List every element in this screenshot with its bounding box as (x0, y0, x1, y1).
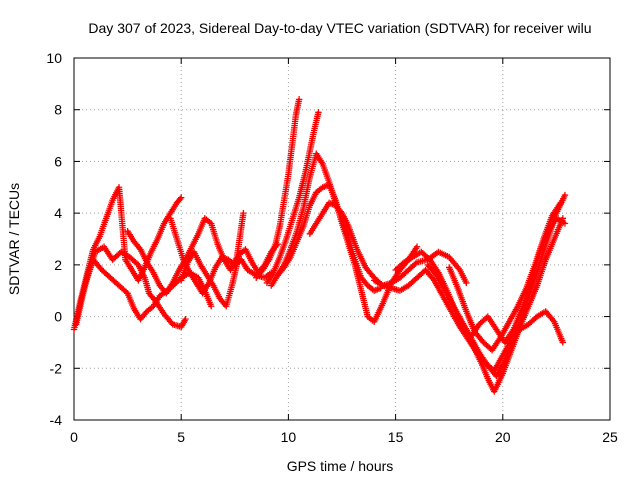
series-track-d (124, 209, 247, 297)
grid (74, 58, 610, 420)
chart-title: Day 307 of 2023, Sidereal Day-to-day VTE… (88, 20, 591, 36)
data-point (315, 109, 322, 116)
y-tick-label: 4 (54, 205, 62, 221)
series-track-g (253, 96, 303, 281)
y-axis-label: SDTVAR / TECUs (6, 183, 22, 295)
y-tick-label: 2 (54, 257, 62, 273)
data-point (431, 270, 439, 277)
data-point (122, 288, 130, 296)
plot-frame (73, 57, 611, 421)
data-point (240, 209, 247, 217)
data-point (176, 195, 184, 203)
series-track-p (467, 215, 569, 346)
data-point (559, 339, 567, 346)
y-tick-label: 10 (46, 50, 62, 66)
data-point (208, 303, 215, 310)
data-point (549, 317, 557, 324)
y-tick-label: 8 (54, 102, 62, 118)
x-tick-label: 25 (602, 429, 618, 445)
data-point (463, 279, 470, 287)
data-point (413, 243, 421, 250)
x-tick-label: 10 (281, 429, 297, 445)
data-series (70, 96, 569, 395)
data-point (295, 96, 303, 103)
y-tick-label: -2 (50, 360, 63, 376)
x-axis: 0 5 10 15 20 25 (70, 58, 618, 445)
data-point (178, 194, 185, 201)
data-point (182, 315, 189, 323)
series-track-e (167, 215, 275, 297)
x-tick-label: 5 (177, 429, 185, 445)
data-point (557, 199, 564, 206)
series-track-k (306, 199, 470, 289)
series-track-h (263, 109, 322, 287)
data-point (561, 191, 569, 199)
series-track-c (81, 256, 215, 323)
data-point (561, 220, 569, 227)
x-tick-label: 20 (495, 429, 511, 445)
x-tick-label: 0 (70, 429, 78, 445)
y-tick-label: -4 (50, 412, 63, 428)
x-tick-label: 15 (388, 429, 404, 445)
y-axis: -4 -2 0 2 4 6 8 10 (46, 50, 610, 428)
data-point (412, 260, 419, 267)
y-tick-label: 0 (54, 309, 62, 325)
y-tick-label: 6 (54, 153, 62, 169)
x-axis-label: GPS time / hours (287, 458, 394, 474)
